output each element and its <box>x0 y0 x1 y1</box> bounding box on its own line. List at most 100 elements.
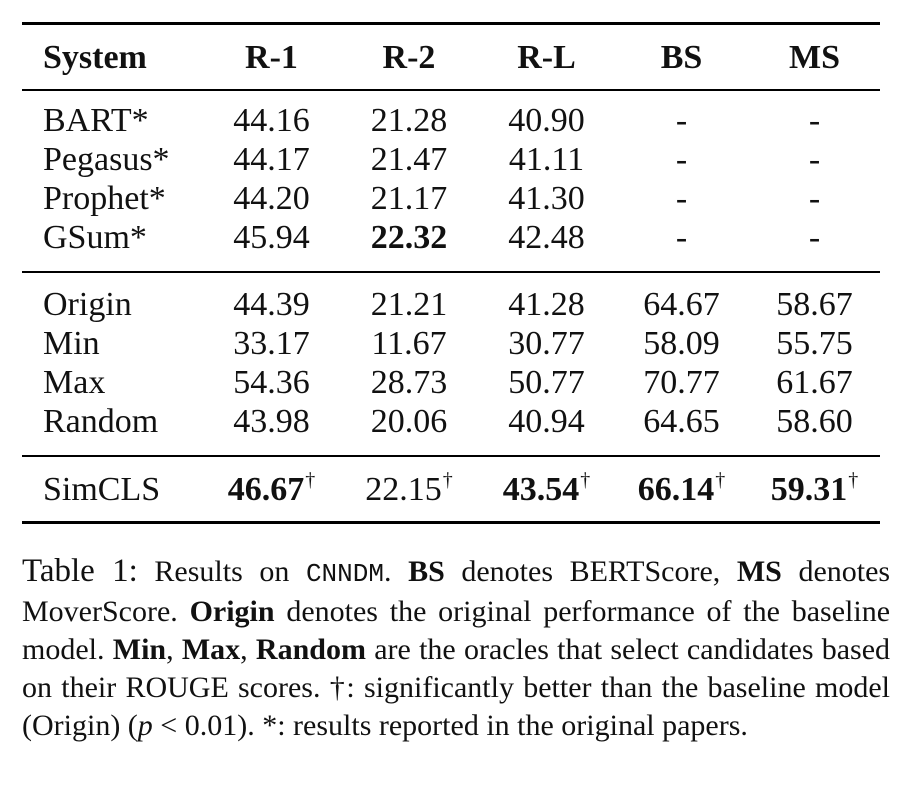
caption-p-symbol: p <box>137 709 153 742</box>
cell-r1: 44.20 <box>233 180 310 217</box>
cell-bs: - <box>675 219 688 256</box>
cell-r2: 11.67 <box>371 325 447 362</box>
cell-r2: 21.47 <box>370 141 448 178</box>
cell-ms: - <box>808 219 821 256</box>
cell-bs-value: 66.14 <box>637 470 715 508</box>
caption-text: , <box>240 633 248 666</box>
table-caption: Table 1: Results on CNNDM. BS denotes BE… <box>22 552 890 745</box>
cell-rl: 43.54† <box>479 456 614 523</box>
cell-rl: 40.90 <box>508 102 585 139</box>
cell-rl: 41.11 <box>508 141 585 178</box>
caption-max-term: Max <box>181 633 241 666</box>
caption-dataset: CNNDM <box>305 559 384 589</box>
caption-text: < 0.01). *: results reported in the orig… <box>160 709 748 742</box>
cell-system: GSum* <box>43 219 147 256</box>
cell-r1: 44.39 <box>233 286 310 323</box>
cell-system: Max <box>43 364 106 401</box>
caption-ms-term: MS <box>736 555 782 588</box>
dagger-mark: † <box>305 468 316 491</box>
table-group-simcls: SimCLS 46.67† 22.15† 43.54† 66.14† 59.31… <box>22 456 880 523</box>
table-header: System R-1 R-2 R-L BS MS <box>22 23 880 90</box>
cell-system: Pegasus* <box>43 141 170 178</box>
cell-system: SimCLS <box>43 470 161 508</box>
cell-system: Prophet* <box>43 180 166 217</box>
cell-r1: 45.94 <box>233 219 310 256</box>
table-row: Random 43.98 20.06 40.94 64.65 58.60 <box>22 402 880 456</box>
cell-r2-best: 22.32 <box>370 219 448 256</box>
cell-bs: 64.65 <box>643 403 720 440</box>
cell-rl: 50.77 <box>508 364 585 401</box>
dagger-mark: † <box>442 468 453 491</box>
table-row: Prophet* 44.20 21.17 41.30 - - <box>22 179 880 218</box>
results-table-container: System R-1 R-2 R-L BS MS BART* 44.16 21.… <box>22 22 880 524</box>
cell-ms: 61.67 <box>776 364 853 401</box>
caption-text: denotes MoverScore. <box>22 555 891 628</box>
cell-bs: 58.09 <box>643 325 720 362</box>
cell-r1: 33.17 <box>233 325 310 362</box>
cell-bs: 66.14† <box>614 456 749 523</box>
cell-r2: 28.73 <box>370 364 448 401</box>
dagger-mark: † <box>848 468 859 491</box>
cell-bs: - <box>675 141 688 178</box>
cell-r1: 54.36 <box>233 364 310 401</box>
table-row: BART* 44.16 21.28 40.90 - - <box>22 90 880 140</box>
table-row: Pegasus* 44.17 21.47 41.11 - - <box>22 140 880 179</box>
dagger-mark: † <box>715 468 726 491</box>
caption-min-term: Min <box>112 633 167 666</box>
header-row: System R-1 R-2 R-L BS MS <box>22 23 880 90</box>
cell-bs: - <box>675 180 688 217</box>
cell-r1: 43.98 <box>233 403 310 440</box>
cell-rl: 30.77 <box>508 325 585 362</box>
header-r1: R-1 <box>245 38 298 76</box>
header-bs: BS <box>660 38 703 76</box>
cell-r2: 21.17 <box>370 180 448 217</box>
cell-bs: - <box>675 102 688 139</box>
cell-r1: 44.17 <box>233 141 310 178</box>
caption-label: Table 1: <box>22 553 138 589</box>
table-row: Origin 44.39 21.21 41.28 64.67 58.67 <box>22 272 880 324</box>
cell-bs: 70.77 <box>643 364 720 401</box>
cell-rl: 41.28 <box>508 286 585 323</box>
table-row: Min 33.17 11.67 30.77 58.09 55.75 <box>22 324 880 363</box>
header-ms: MS <box>789 38 840 76</box>
results-table: System R-1 R-2 R-L BS MS BART* 44.16 21.… <box>22 22 880 524</box>
cell-rl: 40.94 <box>508 403 585 440</box>
cell-system: Origin <box>43 286 132 323</box>
caption-text: denotes the original performance of the … <box>22 595 891 666</box>
cell-r2: 20.06 <box>370 403 448 440</box>
cell-ms-value: 59.31 <box>770 470 848 508</box>
caption-origin-term: Origin <box>189 595 275 628</box>
caption-text: denotes BERTScore, <box>461 555 721 588</box>
table-row: GSum* 45.94 22.32 42.48 - - <box>22 218 880 272</box>
table-group-published: BART* 44.16 21.28 40.90 - - Pegasus* 44.… <box>22 90 880 272</box>
cell-ms: - <box>808 141 821 178</box>
cell-r2: 22.15† <box>339 456 479 523</box>
cell-system: Min <box>43 325 100 362</box>
caption-bs-term: BS <box>408 555 445 588</box>
cell-r2: 21.21 <box>370 286 448 323</box>
dagger-mark: † <box>580 468 591 491</box>
cell-system: BART* <box>43 102 149 139</box>
cell-r1-value: 46.67 <box>227 470 305 508</box>
header-r2: R-2 <box>382 38 436 76</box>
cell-r2: 21.28 <box>370 102 448 139</box>
cell-r1: 46.67† <box>204 456 339 523</box>
table-row: SimCLS 46.67† 22.15† 43.54† 66.14† 59.31… <box>22 456 880 523</box>
cell-ms: - <box>808 102 821 139</box>
cell-ms: 58.60 <box>776 403 853 440</box>
caption-random-term: Random <box>255 633 366 666</box>
cell-bs: 64.67 <box>643 286 720 323</box>
caption-text: Results on <box>154 555 290 588</box>
cell-rl: 42.48 <box>508 219 585 256</box>
cell-ms: - <box>808 180 821 217</box>
caption-text: . <box>383 555 392 588</box>
cell-ms: 59.31† <box>749 456 880 523</box>
cell-r1: 44.16 <box>233 102 310 139</box>
caption-text: , <box>166 633 174 666</box>
cell-ms: 58.67 <box>776 286 853 323</box>
caption-text: are the oracles that select candidates b… <box>22 633 891 742</box>
cell-rl: 41.30 <box>508 180 585 217</box>
table-row: Max 54.36 28.73 50.77 70.77 61.67 <box>22 363 880 402</box>
header-system: System <box>43 38 147 76</box>
table-group-oracles: Origin 44.39 21.21 41.28 64.67 58.67 Min… <box>22 272 880 456</box>
